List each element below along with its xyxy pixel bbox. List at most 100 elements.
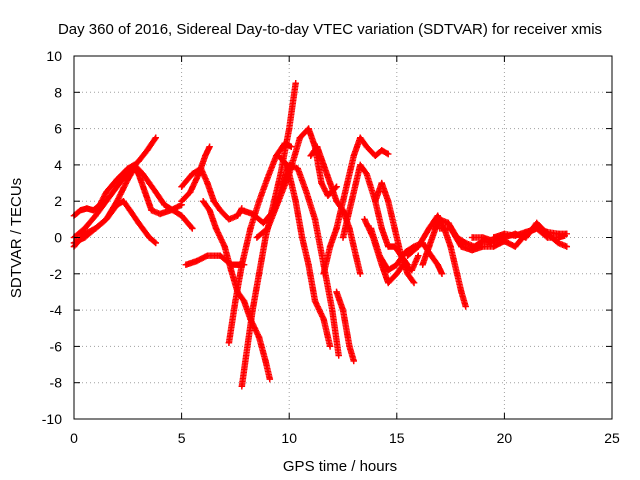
data-point bbox=[146, 179, 153, 187]
data-point bbox=[92, 225, 99, 232]
data-point bbox=[346, 343, 353, 350]
data-point bbox=[124, 168, 131, 176]
axis-ticks: 0 5 10 15 20 25 -10 -8 -6 -4 -2 0 2 4 6 8 10 bbox=[42, 48, 620, 446]
data-point bbox=[372, 152, 379, 160]
data-point bbox=[425, 225, 433, 232]
data-point bbox=[305, 261, 312, 268]
data-point bbox=[193, 257, 200, 265]
series-arc20 bbox=[372, 179, 418, 287]
data-point bbox=[350, 188, 357, 196]
data-point bbox=[212, 225, 220, 232]
data-point bbox=[232, 297, 239, 305]
data-point bbox=[255, 198, 263, 205]
series-arc22 bbox=[419, 216, 495, 268]
x-tick-label: 0 bbox=[70, 430, 78, 446]
data-point bbox=[511, 243, 519, 250]
data-point bbox=[152, 134, 159, 141]
data-point bbox=[135, 158, 142, 165]
data-point bbox=[320, 161, 327, 169]
data-point bbox=[277, 170, 284, 178]
data-point bbox=[397, 252, 405, 259]
data-point bbox=[264, 174, 271, 181]
data-point bbox=[292, 80, 299, 87]
data-point bbox=[501, 230, 508, 238]
data-point bbox=[311, 216, 319, 223]
data-point bbox=[204, 252, 211, 259]
data-point bbox=[408, 266, 416, 274]
data-point bbox=[341, 188, 349, 196]
data-point bbox=[479, 243, 487, 250]
data-point bbox=[447, 243, 454, 250]
data-point bbox=[143, 147, 151, 154]
data-point bbox=[83, 205, 91, 212]
data-point bbox=[320, 270, 327, 277]
data-point bbox=[522, 234, 530, 241]
grid bbox=[74, 56, 612, 419]
y-axis-label: SDTVAR / TECUs bbox=[8, 178, 25, 298]
data-point bbox=[296, 134, 304, 141]
series-arc8 bbox=[199, 198, 274, 383]
data-point bbox=[490, 234, 497, 241]
data-point bbox=[458, 243, 465, 250]
data-point bbox=[225, 216, 233, 223]
data-point bbox=[511, 232, 519, 239]
data-point bbox=[436, 216, 444, 223]
data-point bbox=[563, 230, 571, 238]
data-point bbox=[103, 216, 110, 223]
data-point bbox=[253, 234, 261, 241]
series-arc21 bbox=[404, 212, 469, 310]
data-point bbox=[178, 183, 185, 190]
data-point bbox=[363, 170, 370, 178]
data-point bbox=[262, 357, 269, 365]
data-point bbox=[262, 234, 269, 241]
data-point bbox=[305, 125, 312, 132]
data-point bbox=[438, 270, 446, 277]
data-point bbox=[384, 266, 392, 274]
data-point bbox=[311, 297, 319, 305]
data-point bbox=[563, 243, 571, 250]
data-point bbox=[152, 188, 159, 196]
series-arc6 bbox=[178, 165, 246, 223]
data-point bbox=[447, 225, 454, 232]
data-point bbox=[103, 188, 110, 196]
data-point bbox=[307, 152, 314, 160]
y-tick-label: 0 bbox=[54, 230, 62, 246]
data-point bbox=[281, 139, 289, 147]
chart-title: Day 360 of 2016, Sidereal Day-to-day VTE… bbox=[58, 21, 602, 38]
data-point bbox=[260, 219, 267, 227]
data-point bbox=[367, 225, 375, 232]
data-point bbox=[148, 207, 155, 214]
data-point bbox=[384, 279, 392, 287]
data-point bbox=[255, 334, 263, 341]
data-point bbox=[434, 212, 441, 219]
data-point bbox=[266, 375, 274, 383]
data-point bbox=[415, 243, 422, 250]
data-point bbox=[225, 339, 233, 346]
y-tick-label: 8 bbox=[54, 84, 62, 100]
data-point bbox=[335, 352, 342, 359]
data-point bbox=[468, 234, 476, 241]
data-point bbox=[221, 243, 228, 250]
data-point bbox=[238, 383, 246, 390]
data-point bbox=[113, 183, 121, 190]
data-point bbox=[161, 201, 168, 209]
data-point bbox=[522, 228, 530, 236]
data-point bbox=[468, 247, 476, 254]
data-point bbox=[178, 198, 185, 205]
data-point bbox=[326, 343, 334, 350]
data-point bbox=[378, 225, 385, 232]
data-point bbox=[326, 179, 334, 187]
data-point bbox=[350, 152, 357, 160]
data-point bbox=[286, 125, 293, 132]
data-point bbox=[240, 297, 248, 305]
data-point bbox=[206, 143, 213, 150]
data-point bbox=[357, 161, 364, 169]
data-point bbox=[103, 198, 110, 205]
data-point bbox=[90, 207, 97, 214]
data-point bbox=[242, 352, 250, 359]
data-point bbox=[415, 252, 422, 259]
data-point bbox=[81, 225, 88, 232]
data-point bbox=[113, 201, 121, 209]
series-arc25 bbox=[490, 225, 571, 241]
data-point bbox=[393, 261, 400, 268]
